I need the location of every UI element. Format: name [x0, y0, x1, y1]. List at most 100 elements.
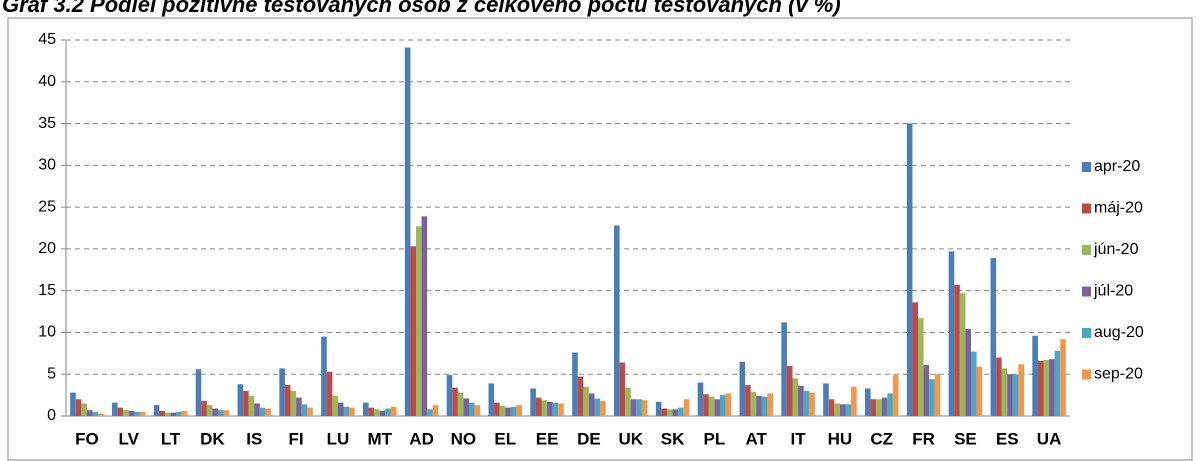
bar — [535, 397, 542, 416]
bar — [954, 284, 960, 416]
bar — [516, 405, 522, 416]
bar — [134, 411, 140, 416]
bar — [92, 411, 99, 416]
bar — [918, 318, 924, 416]
legend-label: júl-20 — [1093, 283, 1133, 300]
bar — [86, 410, 93, 416]
bar — [446, 375, 453, 416]
legend-label: máj-20 — [1094, 200, 1143, 217]
bar — [892, 375, 899, 416]
legend-swatch — [1082, 328, 1091, 338]
bar — [672, 409, 679, 416]
bar — [619, 362, 626, 416]
bar — [390, 406, 397, 416]
bar — [965, 329, 971, 416]
bar — [212, 408, 218, 416]
x-tick-label: UA — [1037, 429, 1062, 448]
bar — [697, 382, 704, 416]
x-tick-label: FO — [75, 429, 99, 448]
bar — [990, 258, 997, 416]
bar — [641, 400, 648, 416]
bar — [499, 405, 506, 416]
x-tick-label: IT — [791, 429, 807, 448]
y-tick-label: 30 — [38, 157, 56, 174]
bar — [828, 399, 835, 416]
x-tick-label: NO — [451, 429, 477, 448]
x-tick-label: DK — [200, 429, 225, 448]
bar — [1043, 360, 1050, 416]
bar — [343, 406, 350, 416]
bar — [452, 387, 458, 416]
bar — [181, 410, 188, 416]
bar — [296, 397, 302, 416]
bar — [432, 405, 439, 416]
x-tick-label: DE — [577, 429, 601, 448]
y-tick-label: 15 — [38, 282, 56, 299]
bar — [667, 409, 673, 416]
bar — [505, 407, 511, 416]
bar — [75, 399, 82, 416]
bar — [655, 401, 662, 416]
bar — [1037, 360, 1044, 416]
bar — [865, 388, 871, 416]
bar — [494, 402, 500, 416]
legend-swatch — [1082, 203, 1091, 214]
bar — [906, 123, 913, 417]
bar — [750, 391, 757, 416]
x-tick-label: EE — [536, 429, 559, 448]
bar — [290, 390, 297, 416]
x-tick-label: PL — [704, 429, 726, 448]
bar — [248, 395, 255, 416]
bar — [139, 411, 146, 416]
bar — [739, 361, 746, 416]
legend-label: jún-20 — [1093, 241, 1139, 258]
y-tick-label: 10 — [38, 324, 56, 341]
bar — [1001, 368, 1008, 416]
x-tick-label: LV — [119, 429, 140, 448]
bar — [410, 246, 417, 416]
x-tick-label: AT — [746, 429, 768, 448]
bar — [301, 404, 308, 416]
legend-label: aug-20 — [1094, 324, 1144, 341]
y-tick-label: 25 — [38, 198, 56, 215]
x-tick-label: ES — [996, 429, 1019, 448]
bar — [488, 383, 495, 416]
legend-label: sep-20 — [1094, 366, 1143, 383]
bar — [259, 407, 266, 416]
bar — [923, 365, 930, 416]
bar — [876, 399, 882, 416]
bar — [845, 404, 852, 416]
bar — [321, 336, 327, 416]
bar — [588, 393, 595, 416]
bar — [307, 407, 313, 416]
legend-label: apr-20 — [1094, 158, 1140, 175]
bar — [970, 351, 977, 416]
bar — [934, 374, 941, 416]
bar — [959, 293, 966, 416]
bar — [223, 410, 230, 416]
bar — [326, 371, 333, 416]
x-tick-label: MT — [367, 429, 392, 448]
bar — [1054, 350, 1061, 416]
bar — [379, 410, 386, 416]
bar — [123, 410, 129, 416]
bar — [70, 392, 76, 416]
bar — [1032, 335, 1038, 416]
bar — [279, 368, 285, 416]
bar — [719, 395, 726, 416]
bar — [474, 405, 481, 416]
bar — [530, 388, 536, 416]
bar — [839, 404, 846, 416]
bar — [427, 409, 433, 416]
bar — [1007, 374, 1013, 416]
bar — [128, 410, 135, 416]
bar — [887, 393, 893, 416]
bar — [165, 412, 171, 416]
bar — [265, 408, 271, 416]
bar — [600, 400, 606, 416]
x-tick-label: FR — [912, 429, 935, 448]
bar — [463, 398, 469, 416]
bar — [929, 379, 935, 416]
bar — [541, 400, 548, 416]
